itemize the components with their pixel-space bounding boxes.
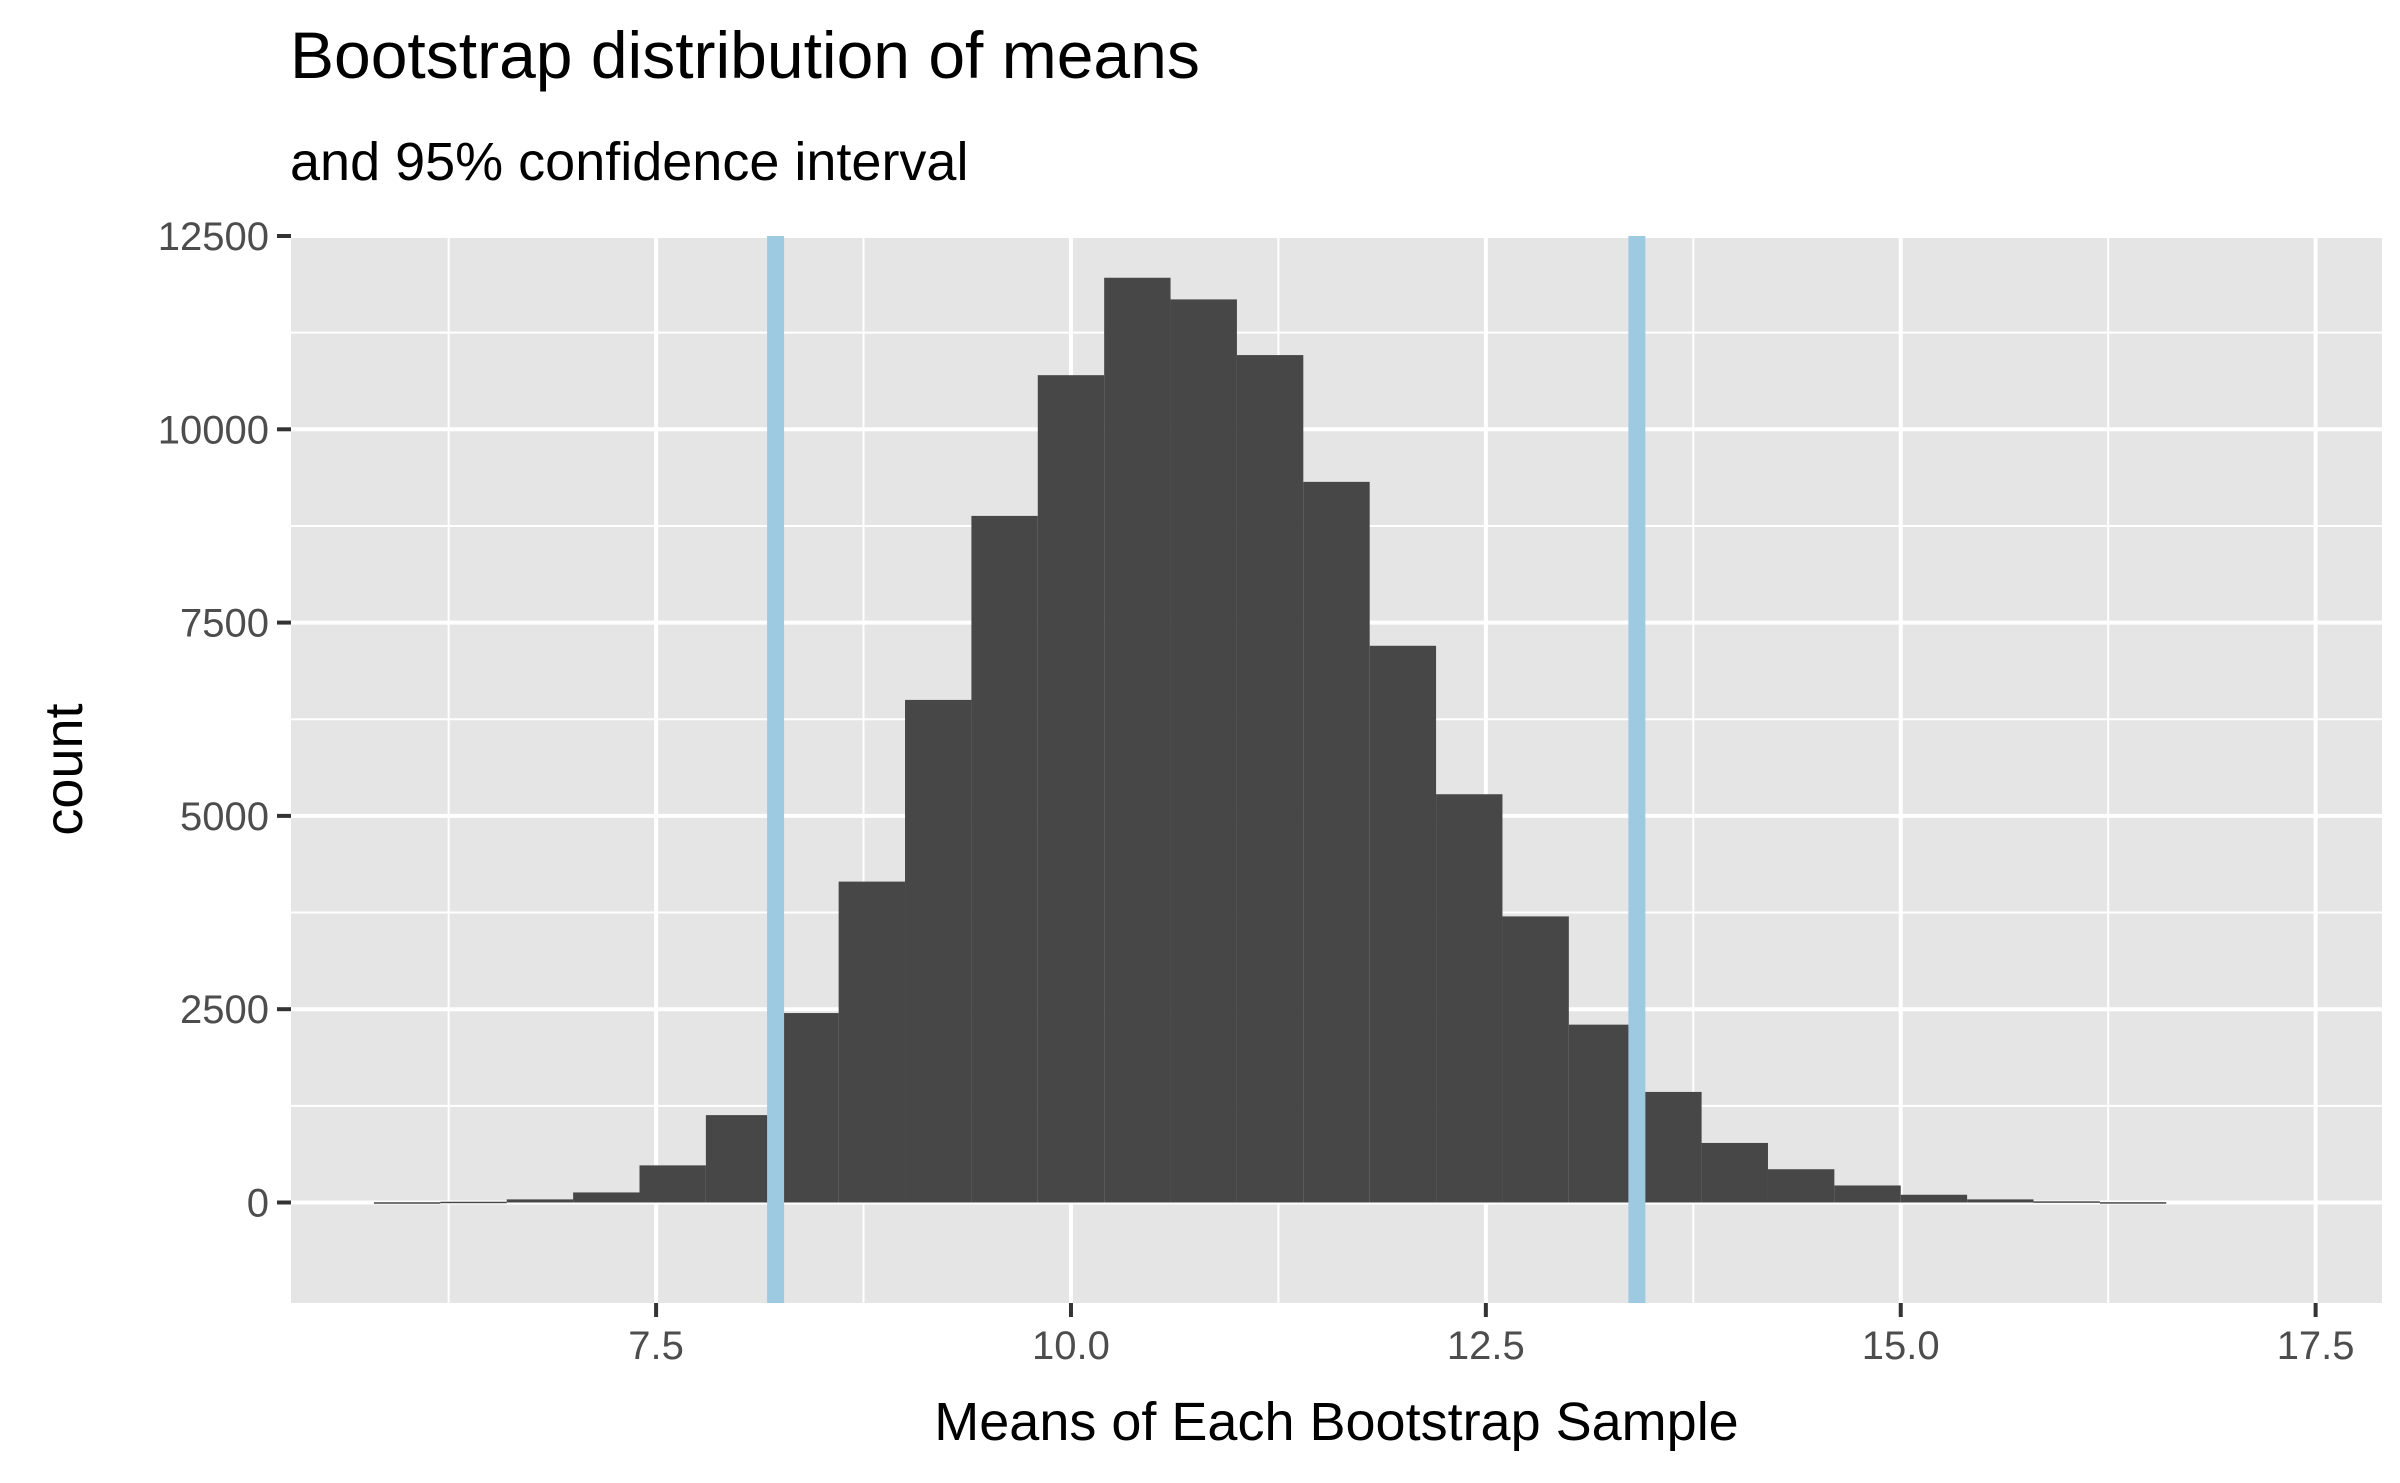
histogram-bar (1967, 1199, 2034, 1203)
x-tick-label: 12.5 (1447, 1324, 1525, 1368)
x-tick-label: 7.5 (628, 1324, 684, 1368)
histogram-bar (1303, 481, 1370, 1203)
histogram-bar (1170, 299, 1237, 1203)
histogram-bar (1834, 1185, 1901, 1203)
chart-title: Bootstrap distribution of means (290, 18, 1200, 92)
confidence-interval-lines (767, 236, 1646, 1303)
histogram-bar (1635, 1091, 1702, 1203)
y-axis-title: count (34, 703, 94, 835)
histogram-bar (1104, 277, 1171, 1203)
histogram-bar (1236, 355, 1304, 1203)
histogram-bar (705, 1115, 773, 1203)
histogram-bar (373, 1202, 441, 1204)
histogram-bar (1502, 916, 1569, 1203)
y-tick-label: 10000 (158, 408, 269, 452)
histogram-bar (838, 881, 906, 1203)
chart-subtitle: and 95% confidence interval (290, 132, 969, 192)
y-tick-label: 0 (247, 1181, 269, 1225)
histogram-bar (1568, 1024, 1636, 1203)
histogram-bar (1436, 794, 1503, 1203)
x-tick-label: 10.0 (1032, 1324, 1110, 1368)
x-tick-label: 17.5 (2277, 1324, 2355, 1368)
y-tick-label: 7500 (180, 602, 269, 646)
histogram-bar (440, 1201, 507, 1204)
histogram-bar (2033, 1201, 2100, 1203)
histogram-bar (2099, 1202, 2167, 1204)
x-axis-title: Means of Each Bootstrap Sample (934, 1392, 1738, 1452)
x-tick-label: 15.0 (1862, 1324, 1940, 1368)
histogram-bar (971, 515, 1038, 1203)
y-axis: 0 2500 5000 7500 10000 12500 (158, 215, 291, 1225)
histogram-bar (1767, 1169, 1835, 1203)
y-tick-label: 12500 (158, 215, 269, 259)
histogram-bar (573, 1192, 640, 1203)
histogram-bar (1900, 1194, 1968, 1203)
histogram-bar (639, 1165, 706, 1203)
histogram-bar (1701, 1142, 1768, 1203)
histogram-bar (1369, 645, 1437, 1203)
y-tick-label: 5000 (180, 795, 269, 839)
y-tick-label: 2500 (180, 988, 269, 1032)
x-axis: 7.5 10.0 12.5 15.0 17.5 (628, 1303, 2355, 1368)
histogram-bar (1037, 375, 1105, 1203)
histogram-bar (506, 1199, 574, 1203)
histogram-bar (905, 699, 972, 1203)
